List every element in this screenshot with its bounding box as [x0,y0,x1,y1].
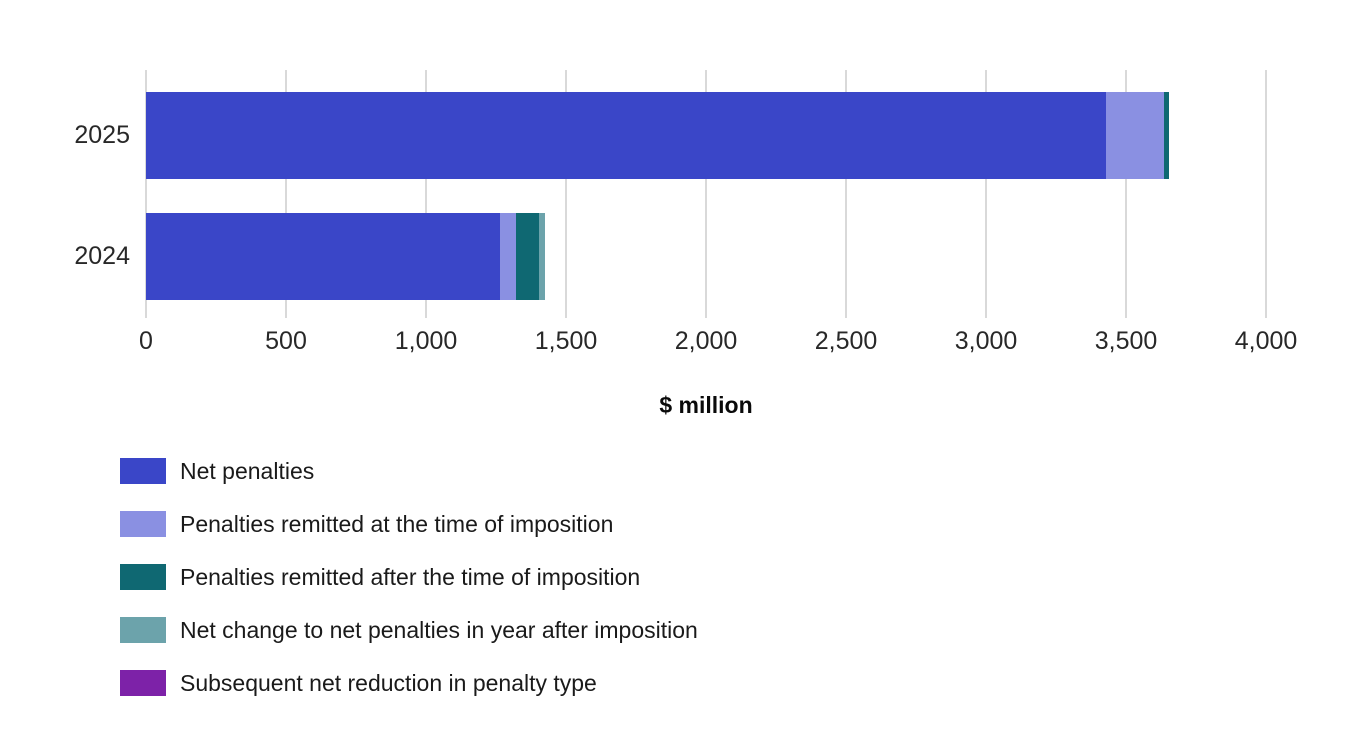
legend-item: Penalties remitted after the time of imp… [120,564,698,590]
x-tick-label: 500 [265,327,307,355]
legend-swatch [120,670,166,696]
x-axis-title: $ million [659,392,753,418]
legend-item: Subsequent net reduction in penalty type [120,670,698,696]
x-tick-label: 3,000 [954,327,1018,355]
bar-segment [539,213,545,300]
bar-segment [1106,92,1164,179]
gridline [845,70,847,318]
bar-segment [146,213,501,300]
gridline [985,70,987,318]
bar-segment [146,92,1107,179]
legend-swatch [120,511,166,537]
bar-segment [1163,92,1170,179]
x-tick-label: 4,000 [1234,327,1298,355]
legend: Net penalties Penalties remitted at the t… [120,458,698,723]
legend-swatch [120,458,166,484]
bar-segment [515,213,540,300]
legend-item: Net penalties [120,458,698,484]
gridline [1125,70,1127,318]
legend-label: Net change to net penalties in year afte… [180,616,698,643]
legend-label: Penalties remitted after the time of imp… [180,563,641,590]
legend-item: Net change to net penalties in year afte… [120,617,698,643]
bar-segment [500,213,516,300]
plot-area [145,70,1306,318]
gridline [425,70,427,318]
x-tick-label: 1,500 [534,327,598,355]
gridline [285,70,287,318]
y-axis-label: 2025 [74,121,130,149]
bar-2024 [146,213,545,300]
gridline [565,70,567,318]
x-tick-label: 2,500 [814,327,878,355]
x-tick-label: 0 [139,327,153,355]
y-axis-label: 2024 [74,242,130,270]
legend-item: Penalties remitted at the time of imposi… [120,511,698,537]
gridline [145,70,147,318]
x-tick-label: 1,000 [394,327,458,355]
legend-label: Penalties remitted at the time of imposi… [180,510,614,537]
x-tick-label: 3,500 [1094,327,1158,355]
legend-swatch [120,617,166,643]
legend-label: Net penalties [180,457,315,484]
bar-2025 [146,92,1170,179]
gridline [705,70,707,318]
gridline [1265,70,1267,318]
x-tick-label: 2,000 [674,327,738,355]
legend-swatch [120,564,166,590]
legend-label: Subsequent net reduction in penalty type [180,669,597,696]
